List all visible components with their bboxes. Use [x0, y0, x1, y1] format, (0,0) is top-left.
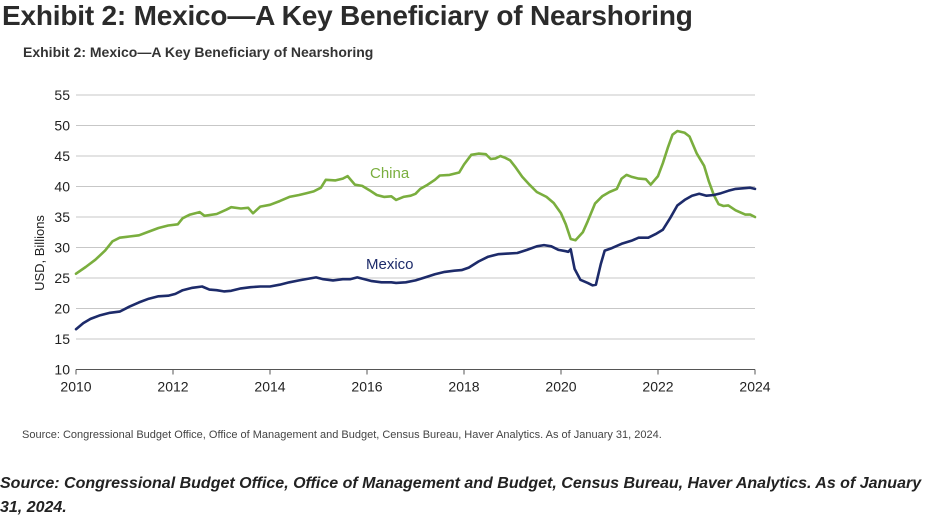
series-label-china: China — [370, 165, 410, 182]
x-tick-label: 2016 — [351, 379, 382, 395]
figure-source-note: Source: Congressional Budget Office, Off… — [22, 429, 662, 441]
x-tick-label: 2018 — [448, 379, 479, 395]
gridlines — [76, 94, 755, 340]
x-axis-ticks: 2010 2012 2014 2016 2018 2020 2022 2024 — [60, 369, 771, 395]
x-tick-label: 2014 — [254, 379, 285, 395]
y-tick-label: 40 — [54, 179, 70, 195]
series-lines — [74, 129, 757, 331]
y-tick-label: 20 — [54, 301, 70, 317]
chart-title: Exhibit 2: Mexico—A Key Beneficiary of N… — [23, 44, 374, 60]
y-axis-label: USD, Billions — [32, 215, 47, 291]
y-tick-label: 45 — [54, 148, 70, 164]
x-tick-label: 2010 — [60, 379, 91, 395]
y-tick-label: 50 — [54, 118, 70, 134]
y-tick-label: 35 — [54, 209, 70, 225]
x-tick-label: 2012 — [157, 379, 188, 395]
series-label-mexico: Mexico — [366, 256, 414, 273]
y-tick-label: 55 — [54, 87, 70, 103]
y-tick-label: 15 — [54, 331, 70, 347]
y-axis-ticks: 55 50 45 40 35 30 25 20 15 10 — [54, 87, 70, 378]
series-line-china — [74, 129, 757, 275]
x-tick-label: 2022 — [642, 379, 673, 395]
y-tick-label: 30 — [54, 240, 70, 256]
x-tick-label: 2024 — [739, 379, 770, 395]
y-tick-label: 25 — [54, 270, 70, 286]
series-line-mexico — [74, 186, 757, 331]
x-tick-label: 2020 — [545, 379, 576, 395]
page-source-note: Source: Congressional Budget Office, Off… — [0, 475, 922, 516]
y-tick-label: 10 — [54, 362, 70, 378]
page-heading: Exhibit 2: Mexico—A Key Beneficiary of N… — [2, 0, 693, 31]
